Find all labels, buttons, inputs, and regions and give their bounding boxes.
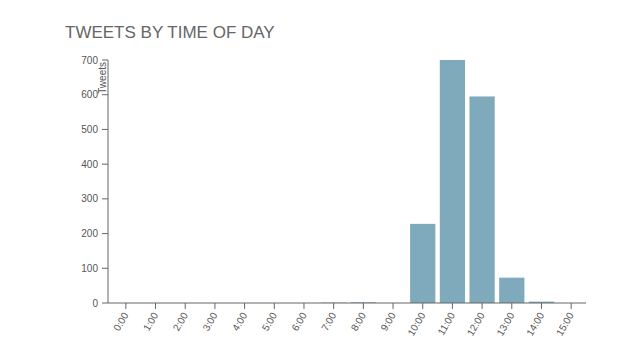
chart: TWEETS BY TIME OF DAY Tweets 0 100 200 300 400… (0, 0, 624, 351)
y-tick (102, 164, 108, 165)
x-tick (274, 303, 275, 309)
bar (469, 96, 494, 303)
y-tick-label: 600 (81, 89, 98, 100)
x-tick-label: 4:00 (230, 310, 249, 333)
x-tick (511, 303, 512, 309)
x-tick (452, 303, 453, 309)
x-tick (214, 303, 215, 309)
x-tick (482, 303, 483, 309)
x-tick (393, 303, 394, 309)
x-tick-label: 7:00 (319, 310, 338, 333)
x-tick (541, 303, 542, 309)
y-tick-label: 500 (81, 124, 98, 135)
x-tick (303, 303, 304, 309)
x-tick (422, 303, 423, 309)
x-tick (244, 303, 245, 309)
x-tick-label: 15:00 (554, 310, 576, 338)
x-axis-line (108, 303, 586, 304)
y-tick (102, 268, 108, 269)
y-tick-label: 300 (81, 193, 98, 204)
y-tick-label: 700 (81, 55, 98, 66)
x-tick (125, 303, 126, 309)
x-tick-label: 6:00 (289, 310, 308, 333)
bar (499, 278, 524, 303)
x-tick (363, 303, 364, 309)
x-tick-label: 13:00 (494, 310, 516, 338)
title: TWEETS BY TIME OF DAY (65, 23, 275, 42)
y-tick (102, 198, 108, 199)
x-tick-label: 3:00 (200, 310, 219, 333)
x-tick-label: 11:00 (435, 310, 457, 337)
x-tick (333, 303, 334, 309)
x-tick-label: 1:00 (141, 310, 160, 333)
y-axis-label: Tweets (97, 62, 108, 94)
x-tick-label: 0:00 (111, 310, 130, 333)
x-tick-label: 10:00 (405, 310, 427, 338)
x-tick (155, 303, 156, 309)
y-tick-label: 100 (81, 263, 98, 274)
y-tick (102, 303, 108, 304)
bars (321, 60, 554, 303)
x-tick-label: 5:00 (260, 310, 279, 333)
bar (410, 224, 435, 303)
x-tick-label: 14:00 (524, 310, 546, 338)
x-tick-label: 8:00 (349, 310, 368, 333)
y-tick (102, 129, 108, 130)
x-tick-label: 2:00 (171, 310, 190, 333)
x-tick (571, 303, 572, 309)
y-tick-label: 0 (92, 298, 98, 309)
y-tick (102, 94, 108, 95)
x-tick (185, 303, 186, 309)
y-tick (102, 233, 108, 234)
bar (440, 60, 465, 303)
y-tick (102, 60, 108, 61)
x-tick-label: 12:00 (465, 310, 487, 338)
y-tick-label: 200 (81, 228, 98, 239)
y-axis-line (108, 60, 109, 303)
y-tick-label: 400 (81, 159, 98, 170)
x-tick-label: 9:00 (379, 310, 398, 333)
